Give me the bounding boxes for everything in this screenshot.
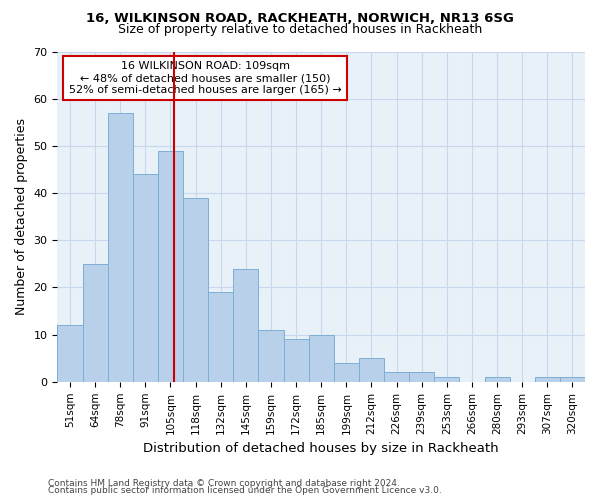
Bar	[384, 372, 409, 382]
Bar	[208, 292, 233, 382]
Bar	[434, 377, 460, 382]
X-axis label: Distribution of detached houses by size in Rackheath: Distribution of detached houses by size …	[143, 442, 499, 455]
Bar	[183, 198, 208, 382]
Text: 16, WILKINSON ROAD, RACKHEATH, NORWICH, NR13 6SG: 16, WILKINSON ROAD, RACKHEATH, NORWICH, …	[86, 12, 514, 26]
Bar	[334, 363, 359, 382]
Bar	[259, 330, 284, 382]
Bar	[308, 334, 334, 382]
Text: Contains public sector information licensed under the Open Government Licence v3: Contains public sector information licen…	[48, 486, 442, 495]
Text: Contains HM Land Registry data © Crown copyright and database right 2024.: Contains HM Land Registry data © Crown c…	[48, 478, 400, 488]
Y-axis label: Number of detached properties: Number of detached properties	[15, 118, 28, 315]
Bar	[560, 377, 585, 382]
Bar	[107, 113, 133, 382]
Bar	[158, 150, 183, 382]
Bar	[233, 268, 259, 382]
Bar	[58, 325, 83, 382]
Bar	[284, 340, 308, 382]
Bar	[359, 358, 384, 382]
Bar	[535, 377, 560, 382]
Bar	[83, 264, 107, 382]
Bar	[485, 377, 509, 382]
Text: Size of property relative to detached houses in Rackheath: Size of property relative to detached ho…	[118, 22, 482, 36]
Bar	[133, 174, 158, 382]
Bar	[409, 372, 434, 382]
Text: 16 WILKINSON ROAD: 109sqm
← 48% of detached houses are smaller (150)
52% of semi: 16 WILKINSON ROAD: 109sqm ← 48% of detac…	[69, 62, 341, 94]
